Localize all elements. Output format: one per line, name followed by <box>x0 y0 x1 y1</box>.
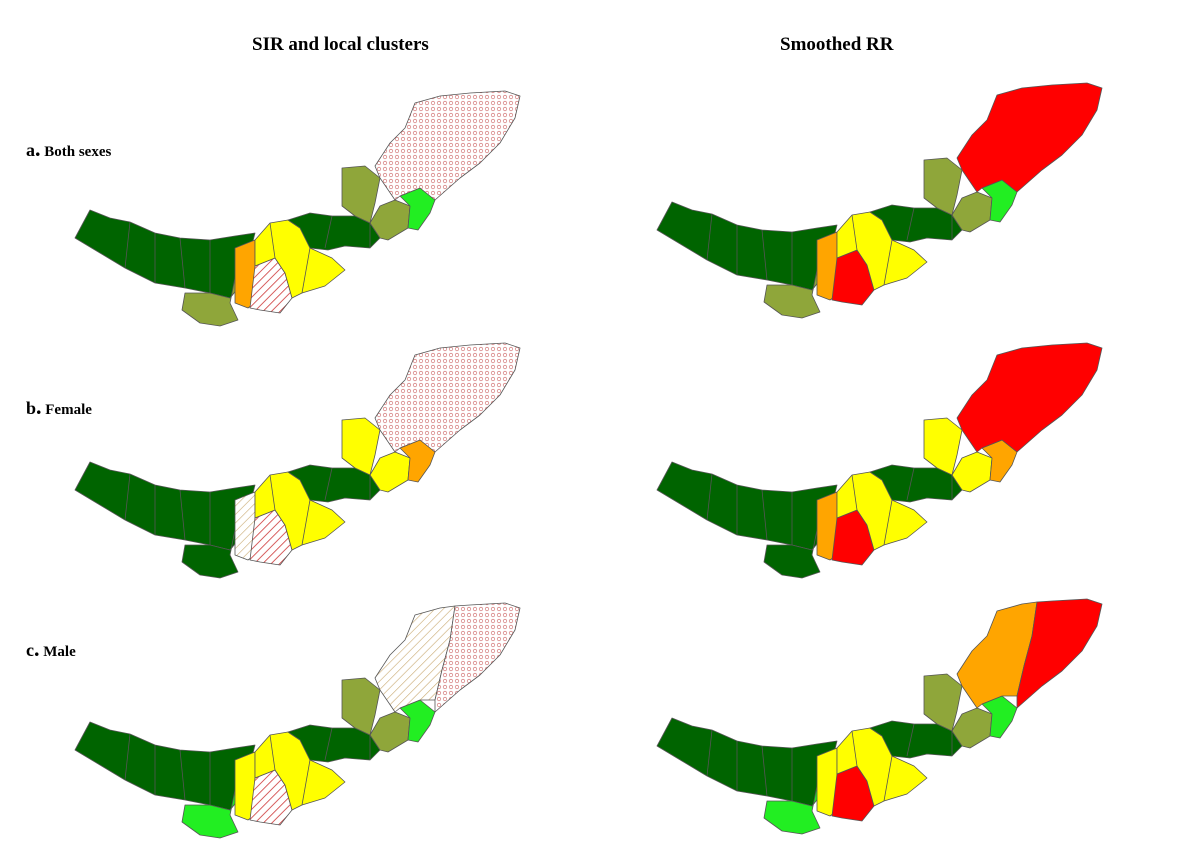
region-north-center <box>287 464 381 503</box>
row-label-female: b. Female <box>26 396 92 419</box>
region-east-small <box>981 695 1018 739</box>
county-border <box>179 237 186 289</box>
county-border <box>851 214 858 251</box>
county-border <box>761 489 768 541</box>
county-border <box>706 213 713 261</box>
county-border <box>851 474 858 511</box>
county-border <box>883 755 893 802</box>
county-border <box>761 229 768 281</box>
county-border <box>124 473 131 521</box>
county-border <box>324 467 333 501</box>
map-female-smoothed-rr <box>656 342 1103 579</box>
right-column-title: Smoothed RR <box>780 34 894 55</box>
region-northeast-east <box>1016 598 1103 709</box>
region-north-center <box>287 724 381 763</box>
county-border <box>301 499 311 546</box>
county-border <box>883 239 893 286</box>
region-northeast <box>956 342 1103 453</box>
region-west <box>74 209 256 299</box>
left-column-title: SIR and local clusters <box>252 34 429 55</box>
map-both-sexes-smoothed-rr <box>656 82 1103 319</box>
county-border <box>706 473 713 521</box>
county-border <box>269 734 276 771</box>
map-male-sir <box>74 602 521 839</box>
row-label-male: c. Male <box>26 638 76 661</box>
row-label-both-sexes: a. Both sexes <box>26 138 112 161</box>
region-west <box>656 717 838 807</box>
county-border <box>906 723 915 757</box>
county-border <box>324 215 333 249</box>
county-border <box>301 759 311 806</box>
row-dot: . <box>34 636 40 661</box>
row-text: Male <box>43 644 76 660</box>
row-letter: b <box>26 398 37 418</box>
row-letter: a <box>26 140 35 160</box>
region-northeast <box>374 342 521 453</box>
row-dot: . <box>35 136 41 161</box>
region-north-center <box>287 212 381 251</box>
region-west <box>74 721 256 811</box>
region-northeast-east <box>434 602 521 713</box>
region-northeast <box>956 82 1103 193</box>
county-border <box>906 207 915 241</box>
map-both-sexes-sir <box>74 90 521 327</box>
county-border <box>301 247 311 294</box>
region-west <box>656 461 838 551</box>
county-border <box>706 729 713 777</box>
region-north-center <box>869 720 963 759</box>
region-east-small <box>399 699 436 743</box>
row-text: Both sexes <box>44 144 112 160</box>
region-northeast <box>374 90 521 201</box>
row-dot: . <box>36 394 42 419</box>
county-border <box>883 499 893 546</box>
county-border <box>179 749 186 801</box>
county-border <box>761 745 768 797</box>
county-border <box>269 222 276 259</box>
row-text: Female <box>45 402 92 418</box>
county-border <box>269 474 276 511</box>
county-border <box>124 221 131 269</box>
region-north-center <box>869 204 963 243</box>
map-male-smoothed-rr <box>656 598 1103 835</box>
county-border <box>906 467 915 501</box>
region-north-center <box>869 464 963 503</box>
row-letter: c <box>26 640 34 660</box>
county-border <box>179 489 186 541</box>
region-west <box>656 201 838 291</box>
map-female-sir <box>74 342 521 579</box>
county-border <box>324 727 333 761</box>
region-west <box>74 461 256 551</box>
county-border <box>124 733 131 781</box>
county-border <box>851 730 858 767</box>
